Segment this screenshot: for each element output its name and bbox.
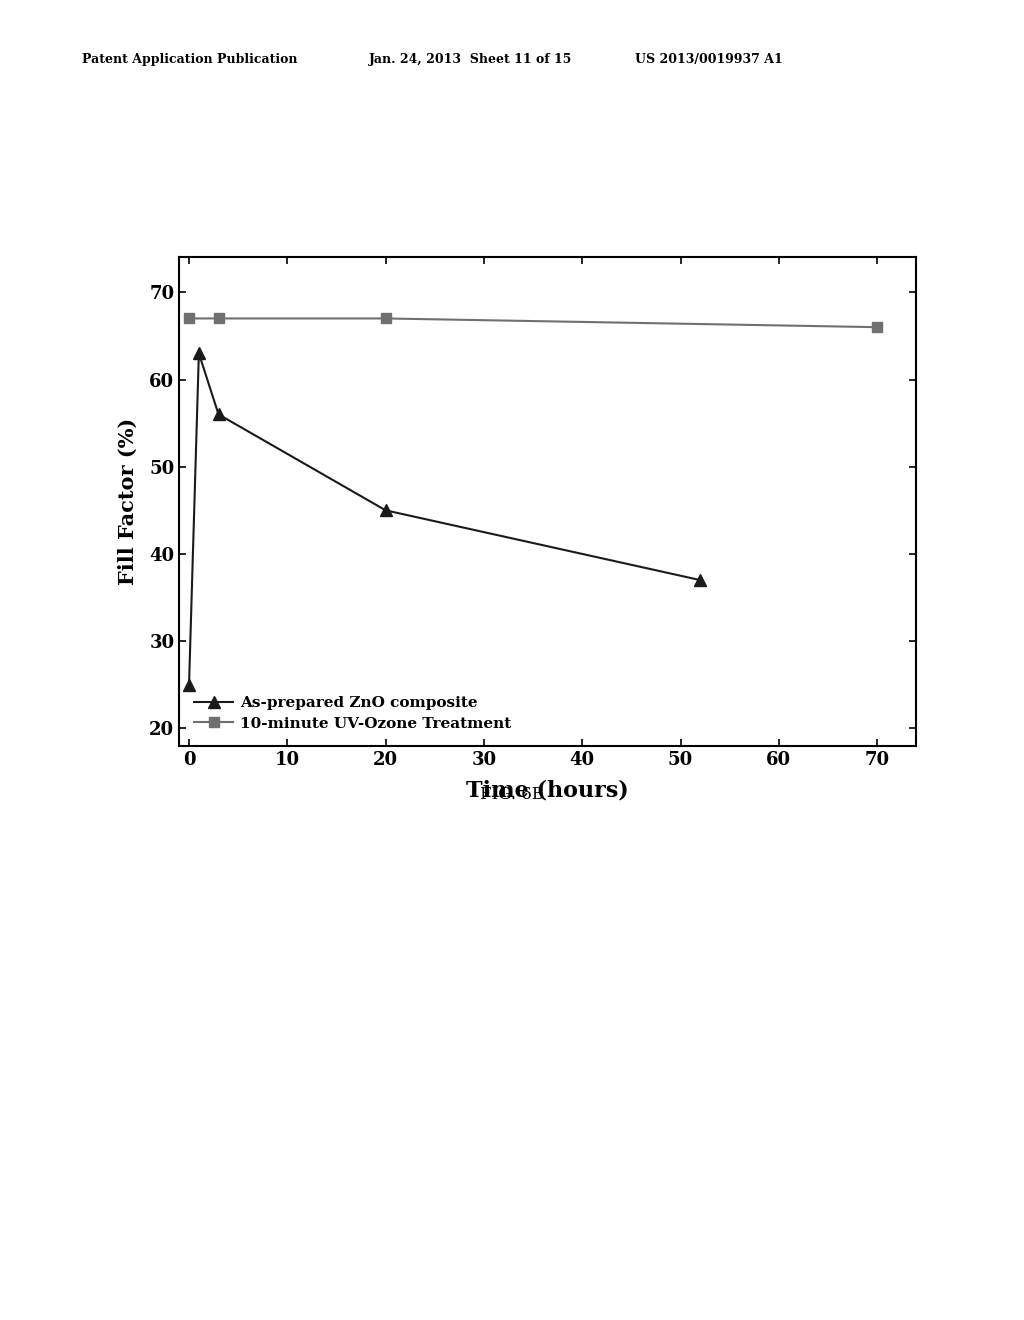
Text: Jan. 24, 2013  Sheet 11 of 15: Jan. 24, 2013 Sheet 11 of 15 — [369, 53, 572, 66]
Text: US 2013/0019937 A1: US 2013/0019937 A1 — [635, 53, 782, 66]
Text: FIG. 6B: FIG. 6B — [480, 785, 544, 803]
Legend: As-prepared ZnO composite, 10-minute UV-Ozone Treatment: As-prepared ZnO composite, 10-minute UV-… — [186, 689, 519, 738]
Text: Patent Application Publication: Patent Application Publication — [82, 53, 297, 66]
Y-axis label: Fill Factor (%): Fill Factor (%) — [118, 418, 138, 585]
X-axis label: Time (hours): Time (hours) — [467, 780, 629, 801]
